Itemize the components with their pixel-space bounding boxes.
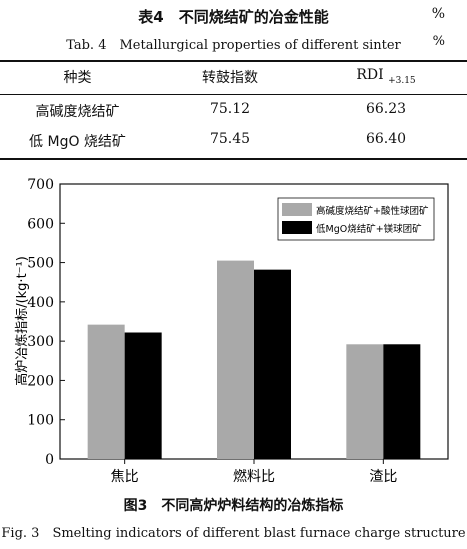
- bar: [383, 344, 421, 459]
- y-tick-label: 200: [27, 373, 54, 389]
- y-tick-label: 600: [27, 216, 54, 232]
- row1-type: 高碱度烧结矿: [35, 104, 120, 120]
- header-type: 种类: [63, 70, 92, 86]
- row2-drum: 75.45: [209, 131, 251, 147]
- legend-swatch: [282, 203, 312, 216]
- bar: [346, 344, 384, 459]
- table-title-en-line: Tab. 4 Metallurgical properties of diffe…: [0, 34, 467, 53]
- y-tick-label: 0: [45, 452, 54, 468]
- bar: [124, 332, 162, 459]
- y-axis-label: 高炉冶炼指标/(kg·t⁻¹): [14, 256, 30, 386]
- header-rdi-sub: +3.15: [388, 76, 416, 86]
- x-tick-label: 焦比: [111, 469, 139, 485]
- table-top-rule: [0, 60, 467, 62]
- header-rdi: RDI +3.15: [305, 67, 467, 86]
- table-title: 表4 不同烧结矿的冶金性能 %: [0, 6, 467, 30]
- y-tick-label: 700: [27, 177, 54, 193]
- table-unit-en: %: [432, 34, 445, 49]
- x-axis: 焦比 燃料比 渣比: [111, 459, 397, 485]
- y-tick-label: 300: [27, 334, 54, 350]
- table-title-cn: 表4 不同烧结矿的冶金性能: [138, 8, 329, 26]
- bars: [87, 260, 421, 459]
- row1-drum: 75.12: [209, 101, 251, 117]
- bar: [217, 260, 254, 459]
- y-tick-label: 100: [27, 413, 54, 429]
- y-tick-label: 500: [27, 256, 54, 272]
- x-tick-label: 渣比: [369, 469, 397, 485]
- header-rdi-main: RDI: [356, 67, 384, 83]
- bar-chart: 0 100 200 300 400 500 600 700 焦比 燃料比 渣比 高碱度烧结矿+酸性…: [14, 177, 449, 485]
- bar: [254, 269, 291, 459]
- legend-label: 高碱度烧结矿+酸性球团矿: [316, 205, 429, 217]
- figure-title-en: Fig. 3 Smelting indicators of different …: [1, 526, 466, 541]
- x-tick-label: 燃料比: [233, 468, 275, 485]
- legend-swatch: [282, 221, 312, 234]
- row1-rdi: 66.23: [365, 101, 407, 117]
- table-bottom-rule: [0, 158, 467, 160]
- bar: [87, 324, 125, 459]
- header-drum-index: 转鼓指数: [202, 70, 258, 86]
- figure-title-cn: 图3 不同高炉炉料结构的冶炼指标: [123, 498, 344, 514]
- table-mid-rule: [0, 94, 467, 95]
- table-title-en: Tab. 4 Metallurgical properties of diffe…: [66, 38, 401, 53]
- row2-type: 低 MgO 烧结矿: [29, 134, 126, 150]
- table-unit: %: [431, 6, 445, 22]
- y-axis: 0 100 200 300 400 500 600 700: [27, 177, 65, 468]
- row2-rdi: 66.40: [365, 131, 407, 147]
- legend-label: 低MgO烧结矿+镁球团矿: [316, 223, 422, 235]
- y-tick-label: 400: [27, 295, 54, 311]
